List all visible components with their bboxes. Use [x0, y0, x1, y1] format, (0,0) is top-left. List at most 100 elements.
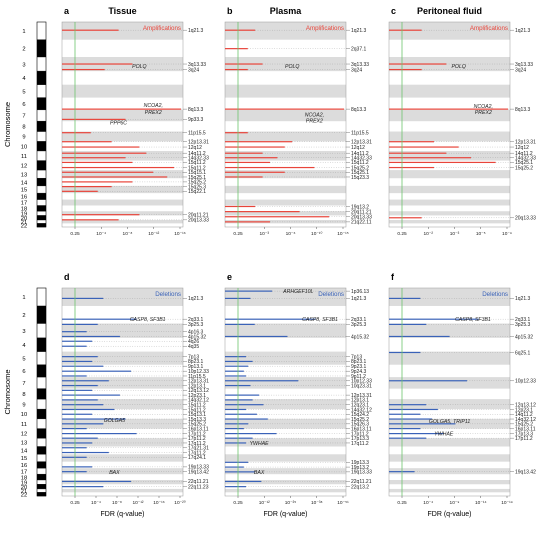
cytoband-label: 12q23.1 — [351, 402, 369, 408]
chromosome-band-shade — [62, 454, 183, 462]
significance-bar — [225, 423, 249, 425]
gene-annotation: BAX — [109, 470, 120, 476]
cytoband-label: 1q21.3 — [515, 296, 531, 302]
cytoband-label: 12q12 — [351, 145, 365, 151]
cytoband-label: 9p11.2 — [351, 374, 366, 380]
cytoband-label: 14q32.33 — [515, 156, 536, 162]
cytoband-label: 12p23.1 — [188, 393, 206, 399]
cytoband-label: 11p15.5 — [188, 374, 206, 380]
ideogram-chromosome-block — [37, 205, 46, 212]
chromosome-band-shade — [225, 438, 346, 447]
chromosome-band-shade — [225, 84, 346, 98]
x-tick-label: 10⁻¹⁴ — [475, 500, 487, 506]
chromosome-tick-label: 1 — [22, 295, 25, 301]
chromosome-tick-label: 9 — [22, 402, 25, 408]
panel-mode-label: Amplifications — [143, 25, 181, 32]
panel-frame — [388, 287, 511, 497]
x-tick-label: 0.25 — [397, 500, 407, 506]
chromosome-band-shade — [62, 199, 183, 206]
x-tick-label: 10⁻¹⁶ — [153, 500, 164, 506]
cytoband-label: 8q13.3 — [515, 107, 531, 113]
significance-bar — [62, 157, 126, 159]
cytoband-label: 2q33.1 — [351, 317, 367, 323]
chromosome-band-shade — [225, 399, 346, 410]
cytoband-label: 4p15.32 — [351, 334, 369, 340]
ideogram-chromosome-block — [37, 215, 46, 221]
significance-bar — [62, 152, 147, 154]
cytoband-label: 1q21.3 — [188, 296, 204, 302]
significance-bar — [62, 408, 115, 411]
cytoband-label: 20q13.33 — [188, 218, 209, 224]
ideogram-chromosome-block — [37, 160, 46, 171]
significance-bar — [62, 486, 104, 488]
chromosome-band-shade — [225, 211, 346, 216]
chromosome-band-shade — [389, 468, 510, 475]
significance-bar — [225, 161, 270, 164]
cytoband-label: 16p13.11 — [351, 426, 372, 432]
gene-annotation: NCOA2, — [144, 103, 163, 109]
cytoband-label: 3q24 — [188, 67, 199, 73]
chromosome-band-shade — [62, 109, 183, 122]
chromosome-tick-label: 6 — [22, 369, 25, 375]
x-tick-label: 0.25 — [70, 231, 80, 237]
cytoband-label: 3q24 — [515, 67, 526, 73]
panel-frame — [388, 21, 511, 228]
chromosome-tick-label: 6 — [22, 102, 25, 108]
significance-bar — [62, 389, 93, 391]
cytoband-label: 1q21.3 — [188, 28, 204, 34]
chromosome-band-shade — [62, 170, 183, 179]
significance-bar — [62, 171, 154, 173]
chromosome-band-shade — [225, 288, 346, 306]
cytoband-label: 22q11.21 — [351, 479, 372, 485]
panel-e: Deletions ARHGEF10L CASP8, SF3B1 YWHAE BAX 1p… — [224, 272, 372, 518]
chromosome-band-shade — [62, 22, 183, 40]
chromosome-tick-label: 19 — [21, 212, 27, 218]
significance-bar — [225, 171, 285, 173]
significance-bar — [225, 211, 300, 213]
significance-bar — [225, 428, 244, 430]
chromosome-band-shade — [389, 351, 510, 365]
cytoband-label: 20q13.33 — [515, 216, 536, 222]
ideogram-chromosome-block — [37, 446, 46, 455]
significance-bar — [62, 181, 133, 183]
significance-bar — [225, 323, 255, 325]
panel-d: Deletions CASP8, SF3B1 GOLGA5 BAX 1q21.3 2q33… — [61, 272, 209, 518]
panel-mode-label: Deletions — [482, 291, 508, 298]
significance-bar — [225, 318, 316, 320]
chromosome-band-shade — [225, 418, 346, 429]
gene-annotation: NCOA2, — [474, 104, 493, 110]
panel-a: Amplifications POLQ NCOA2,PREX2 PPP6C 1q21.3… — [61, 6, 209, 237]
significance-bar — [225, 360, 253, 363]
significance-bar — [62, 345, 87, 347]
ideogram-chromosome-block — [37, 39, 46, 57]
significance-bar — [62, 471, 87, 473]
cytoband-label: 15q25.2 — [351, 165, 369, 171]
significance-bar — [62, 29, 119, 31]
chromosome-tick-label: 20 — [21, 216, 27, 222]
ideogram-chromosome-block — [37, 428, 46, 439]
cytoband-label: 17q24.1 — [188, 455, 206, 461]
significance-bar — [62, 384, 98, 387]
cytoband-label: 15q24.2 — [351, 412, 369, 418]
ideogram-chromosome-block — [37, 388, 46, 400]
significance-bar — [389, 323, 427, 325]
significance-bar — [62, 456, 87, 458]
cytoband-label: 2q37.1 — [351, 46, 367, 52]
significance-bar — [225, 63, 263, 65]
chromosome-band-shade — [389, 288, 510, 306]
ideogram-chromosome-block — [37, 409, 46, 419]
cytoband-label: 15q11.2 — [351, 160, 369, 166]
chromosome-tick-label: 20 — [21, 485, 27, 491]
chromosome-tick-label: 5 — [22, 89, 25, 95]
cytoband-label: 12p13.31 — [351, 140, 372, 146]
significance-bar — [389, 433, 444, 435]
chromosome-band-shade — [389, 454, 510, 462]
cytoband-label: 19q13.42 — [188, 469, 209, 475]
x-tick-label: 10⁻⁸ — [112, 500, 122, 506]
cytoband-label: 2q33.1 — [515, 317, 531, 323]
cytoband-label: 2q33.1 — [188, 317, 204, 323]
cytoband-label: 12q12 — [515, 145, 529, 151]
cytoband-label: 10p12.33 — [351, 379, 372, 385]
chromosome-band-shade — [62, 211, 183, 216]
significance-bar — [225, 404, 264, 406]
